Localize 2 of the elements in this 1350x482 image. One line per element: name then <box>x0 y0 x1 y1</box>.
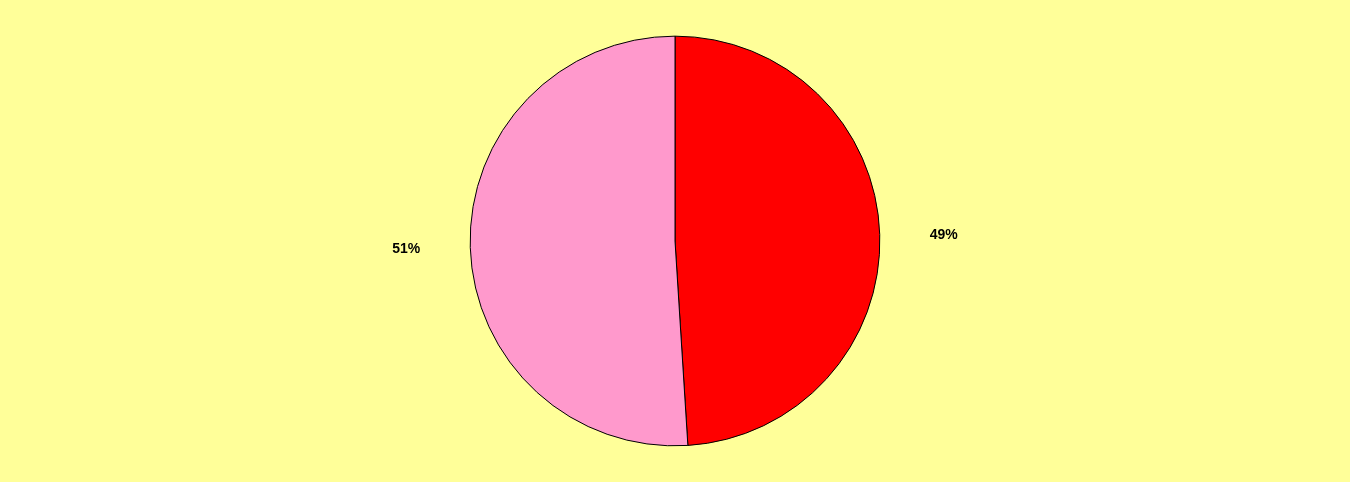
data-label: 49% <box>929 226 959 243</box>
data-label: 51% <box>392 239 421 256</box>
